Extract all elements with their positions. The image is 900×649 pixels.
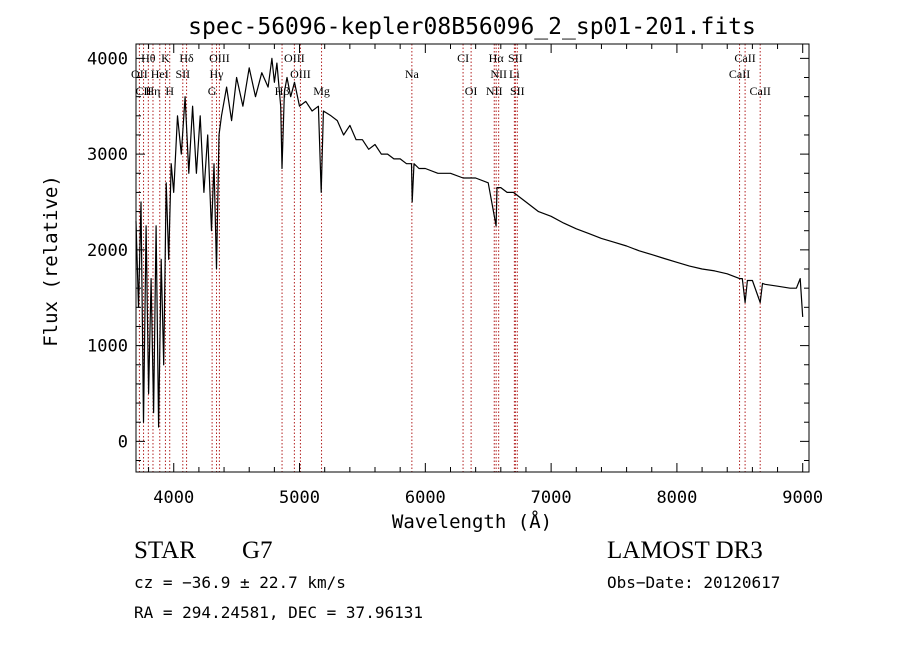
y-tick-label-3000: 3000 [87, 145, 128, 165]
marker-label-5: CI [457, 51, 469, 65]
marker-label-20: H [165, 84, 174, 98]
subclass: G7 [242, 537, 273, 564]
y-tick-label-1000: 1000 [87, 337, 128, 357]
marker-label-18: CII [136, 84, 152, 98]
marker-label-3: OIII [209, 51, 230, 65]
coordinates: RA = 294.24581, DEC = 37.96131 [134, 603, 423, 622]
marker-label-19: Hη [146, 84, 161, 98]
y-axis-label: Flux (relative) [40, 175, 62, 347]
marker-label-1: K [161, 51, 170, 65]
x-tick-labels: 4000 5000 6000 7000 8000 9000 [153, 488, 823, 508]
marker-label-21: G [208, 84, 217, 98]
object-class: STAR [134, 537, 196, 564]
x-tick-label-6000: 6000 [405, 488, 446, 508]
x-tick-label-4000: 4000 [153, 488, 194, 508]
survey-name: LAMOST DR3 [607, 537, 763, 564]
axis-ticks [136, 44, 809, 472]
y-tick-labels: 0 1000 2000 3000 4000 [87, 49, 128, 452]
marker-label-13: OIII [290, 67, 311, 81]
x-tick-label-8000: 8000 [656, 488, 697, 508]
marker-label-4: OIII [284, 51, 305, 65]
marker-label-17: CaII [729, 67, 750, 81]
y-tick-label-2000: 2000 [87, 241, 128, 261]
marker-label-9: OII [131, 67, 148, 81]
marker-label-7: SII [508, 51, 523, 65]
marker-label-26: SII [510, 84, 525, 98]
marker-label-23: Mg [313, 84, 330, 98]
x-tick-label-9000: 9000 [782, 488, 823, 508]
marker-label-24: OI [465, 84, 478, 98]
x-tick-label-7000: 7000 [531, 488, 572, 508]
marker-label-27: CaII [750, 84, 771, 98]
x-axis-label: Wavelength (Å) [392, 510, 552, 533]
chart-title: spec-56096-kepler08B56096_2_sp01-201.fit… [188, 14, 756, 40]
plot-frame [135, 43, 810, 473]
y-tick-label-4000: 4000 [87, 49, 128, 69]
marker-label-2: Hδ [179, 51, 194, 65]
redshift-cz: cz = −36.9 ± 22.7 km/s [134, 573, 346, 592]
marker-label-0: Hθ [141, 51, 156, 65]
marker-label-16: Li [509, 67, 520, 81]
marker-label-14: Na [405, 67, 420, 81]
marker-label-10: HeI [151, 67, 169, 81]
marker-label-11: SII [175, 67, 190, 81]
marker-label-8: CaII [734, 51, 755, 65]
marker-label-25: NII [486, 84, 503, 98]
observation-date: Obs−Date: 20120617 [607, 573, 781, 592]
marker-label-15: NII [490, 67, 507, 81]
y-tick-label-0: 0 [118, 432, 128, 452]
marker-label-22: Hβ [275, 84, 290, 98]
marker-label-12: Hγ [210, 67, 225, 81]
flux-series-line [135, 57, 804, 428]
marker-label-6: Hα [489, 51, 505, 65]
line-markers [138, 44, 761, 472]
x-tick-label-5000: 5000 [279, 488, 320, 508]
